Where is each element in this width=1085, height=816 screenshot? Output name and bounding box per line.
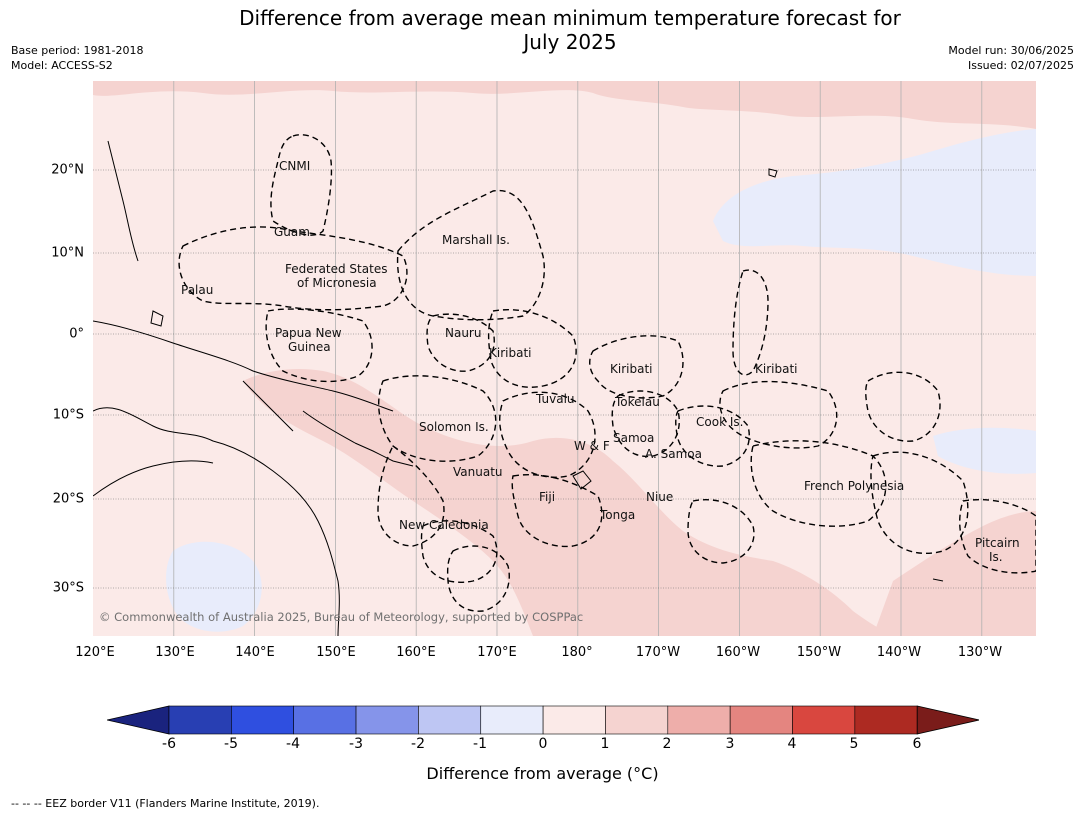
x-tick-150e: 150°E [316,645,356,660]
label-fsm-line1: Federated States [285,262,387,276]
model-run: Model run: 30/06/2025 [948,44,1074,57]
issued-date: Issued: 02/07/2025 [967,59,1074,72]
anomaly-cool-north-pacific [713,129,1036,276]
label-palau: Palau [181,283,213,297]
label-samoa: Samoa [613,431,654,445]
label-pitcairn-line2: Is. [989,550,1003,564]
label-vanuatu: Vanuatu [453,465,503,479]
map-title: Difference from average mean minimum tem… [0,6,1085,54]
x-tick-140w: 140°W [876,645,922,660]
x-tick-120e: 120°E [75,645,115,660]
gridlines [173,81,983,636]
colorbar-tick: 2 [662,736,672,752]
label-guam: Guam [274,225,310,239]
y-tick-30s: 30°S [52,580,84,596]
region-labels: CNMI Guam Marshall Is. Federated States … [181,159,1020,564]
x-tick-140e: 140°E [235,645,275,660]
colorbar-tick: 0 [538,736,548,752]
eez-borders [178,134,1036,612]
y-tick-0: 0° [69,326,84,342]
colorbar-tick: -6 [162,736,176,752]
anomaly-cool-australia [166,541,262,632]
coastlines [93,140,944,636]
colorbar-tick: -1 [473,736,487,752]
colorbar-segment [854,705,918,735]
label-american-samoa: A. Samoa [645,447,702,461]
colorbar-tick: 1 [600,736,610,752]
label-tonga: Tonga [599,508,635,522]
colorbar-segment [355,705,419,735]
eez-footnote: -- -- -- EEZ border V11 (Flanders Marine… [11,797,320,810]
anomaly-1-to-2-north [93,81,1036,129]
y-tick-10s: 10°S [52,407,84,423]
y-tick-10n: 10°N [51,245,84,261]
label-nauru: Nauru [445,326,481,340]
label-french-polynesia: French Polynesia [804,479,904,493]
label-png-line1: Papua New [275,326,342,340]
label-cook-islands: Cook Is. [696,415,743,429]
label-kiribati-west: Kiribati [489,346,531,360]
colorbar-segment [667,705,731,735]
colorbar-tick: 5 [849,736,859,752]
map-panel: CNMI Guam Marshall Is. Federated States … [93,81,1036,636]
label-wallis-futuna: W & F [574,439,610,453]
copyright-notice: © Commonwealth of Australia 2025, Bureau… [99,610,584,624]
colorbar-segment [293,705,357,735]
colorbar [107,705,979,735]
colorbar-tick: 3 [725,736,735,752]
colorbar-tick: -2 [411,736,425,752]
colorbar-tick: 4 [787,736,797,752]
anomaly-1-to-2-southeast [873,511,1036,636]
x-tick-160w: 160°W [715,645,761,660]
y-tick-20n: 20°N [51,162,84,178]
label-marshall-islands: Marshall Is. [442,233,510,247]
label-kiribati-east: Kiribati [755,362,797,376]
colorbar-segment [542,705,606,735]
colorbar-segment [480,705,544,735]
y-tick-20s: 20°S [52,491,84,507]
colorbar-segment [729,705,793,735]
label-new-caledonia: New Caledonia [399,518,489,532]
meta-left: Base period: 1981-2018 Model: ACCESS-S2 [11,43,143,73]
title-line-2: July 2025 [523,30,617,54]
x-tick-130e: 130°E [155,645,195,660]
anomaly-1-to-2-coral-sea [243,369,893,636]
colorbar-segment [231,705,294,735]
colorbar-tick: 6 [912,736,922,752]
anomaly-cool-south-pacific [933,427,1036,474]
x-tick-170w: 170°W [635,645,681,660]
label-cnmi: CNMI [279,159,310,173]
label-kiribati-central: Kiribati [610,362,652,376]
colorbar-tick: -5 [224,736,238,752]
label-tuvalu: Tuvalu [535,392,575,406]
x-tick-150w: 150°W [796,645,842,660]
label-tokelau: Tokelau [614,395,660,409]
colorbar-extend-low [107,705,170,735]
colorbar-tick: -3 [349,736,363,752]
label-solomon-islands: Solomon Is. [419,420,489,434]
label-png-line2: Guinea [288,340,331,354]
x-tick-160e: 160°E [396,645,436,660]
colorbar-segment [418,705,482,735]
title-line-1: Difference from average mean minimum tem… [239,6,901,30]
label-niue: Niue [646,490,673,504]
colorbar-tick: -4 [286,736,300,752]
base-period: Base period: 1981-2018 [11,44,144,57]
meta-right: Model run: 30/06/2025 Issued: 02/07/2025 [948,43,1074,73]
label-pitcairn-line1: Pitcairn [975,536,1020,550]
colorbar-title: Difference from average (°C) [426,764,659,783]
colorbar-segment [605,705,669,735]
label-fiji: Fiji [539,490,555,504]
latitude-gridlines [93,169,1036,589]
label-fsm-line2: of Micronesia [297,276,377,290]
model-name: Model: ACCESS-S2 [11,59,113,72]
colorbar-extend-high [916,705,979,735]
colorbar-segment [792,705,856,735]
x-tick-130w: 130°W [957,645,1003,660]
x-tick-180: 180° [561,645,593,660]
colorbar-segment [168,705,232,735]
x-tick-170e: 170°E [477,645,517,660]
